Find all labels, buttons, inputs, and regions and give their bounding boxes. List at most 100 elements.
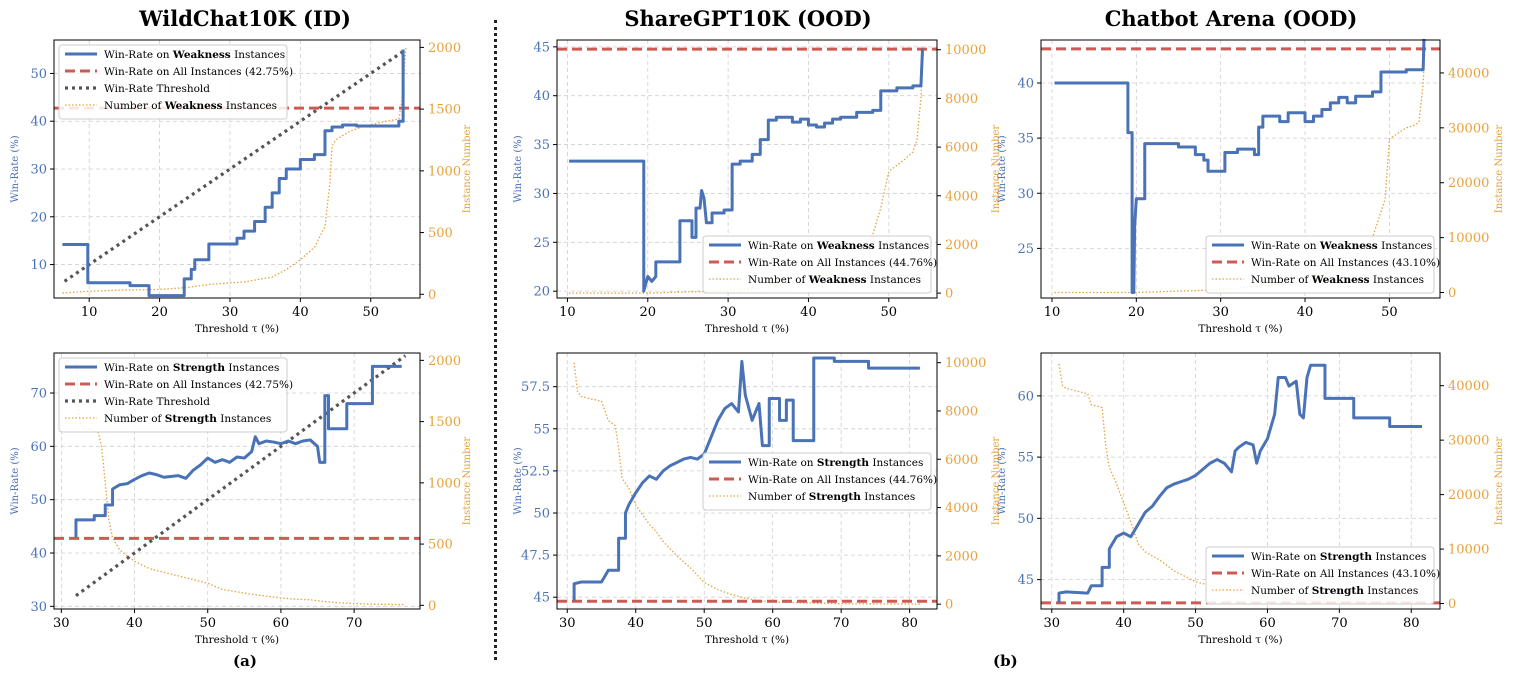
y2-tick-label: 1500: [428, 103, 461, 118]
legend: Win-Rate on Strength Instances Win-Rate o…: [1205, 546, 1440, 605]
legend-label: Number of Weakness Instances: [748, 274, 921, 286]
x-axis-label: Threshold τ (%): [195, 634, 279, 646]
series-win-rate: [1054, 38, 1426, 294]
legend-label: Win-Rate Threshold: [104, 83, 210, 95]
y2-tick-label: 8000: [945, 404, 978, 419]
y-tick-label: 30: [30, 163, 47, 178]
legend-label: Win-Rate on All Instances (42.75%): [104, 379, 293, 391]
x-tick-label: 50: [362, 305, 379, 320]
x-axis-label: Threshold τ (%): [1198, 323, 1282, 335]
sublabel-a: (a): [233, 652, 257, 670]
x-tick-label: 40: [126, 616, 143, 631]
y-tick-label: 40: [533, 89, 550, 104]
y2-axis-label: Instance Number: [991, 437, 1002, 526]
x-tick-label: 20: [640, 305, 657, 320]
legend: Win-Rate on Strength Instances Win-Rate o…: [58, 357, 293, 433]
chart-share-strength: 30 40 50 60 70 80 45 47.5 50 52.5 55 57.5 0 2000 4000 6…: [513, 352, 1002, 646]
legend-box: [702, 235, 932, 294]
legend-box: [58, 357, 288, 433]
chart-arena-strength: 30 40 50 60 70 80 45 50 55 60 0 10000 20000 30000 4000…: [997, 352, 1505, 646]
column-title-wildchat: WildChat10K (ID): [139, 6, 351, 31]
y-tick-label: 35: [1017, 132, 1034, 147]
legend-label: Win-Rate on All Instances (43.10%): [1251, 257, 1440, 269]
y-tick-label: 40: [1017, 77, 1034, 92]
series-win-rate: [572, 356, 920, 601]
y-tick-label: 50: [30, 67, 47, 82]
y-tick-label: 47.5: [521, 549, 550, 564]
y-axis-label: Win-Rate (%): [513, 135, 524, 202]
sublabel-b: (b): [993, 652, 1018, 670]
y-tick-label: 40: [30, 547, 47, 562]
y-tick-label: 60: [1017, 389, 1034, 404]
y-tick-label: 30: [533, 187, 550, 202]
legend-label: Win-Rate on All Instances (44.76%): [748, 474, 937, 486]
y2-tick-label: 20000: [1448, 488, 1489, 503]
x-tick-label: 50: [1381, 305, 1398, 320]
x-tick-label: 60: [764, 616, 781, 631]
x-tick-label: 70: [833, 616, 850, 631]
y-tick-label: 20: [30, 210, 47, 225]
legend-label: Win-Rate on Weakness Instances: [1251, 240, 1432, 252]
plot-frame: [53, 352, 421, 610]
x-tick-label: 30: [53, 616, 70, 631]
series-instance-count: [75, 360, 406, 606]
y-tick-label: 35: [533, 138, 550, 153]
y2-tick-label: 500: [428, 538, 453, 553]
y2-tick-label: 20000: [1448, 176, 1489, 191]
y2-tick-label: 10000: [945, 356, 986, 371]
x-axis-label: Threshold τ (%): [705, 323, 789, 335]
x-tick-label: 80: [901, 616, 918, 631]
y2-axis-label: Instance Number: [991, 125, 1002, 214]
chart-arena-weak: 10 20 30 40 50 25 30 35 40 0 10000 20000 30000 40000 T…: [997, 38, 1505, 335]
y2-tick-label: 4000: [945, 501, 978, 516]
plot-frame: [1040, 39, 1441, 299]
y-axis-label: Win-Rate (%): [10, 447, 21, 514]
y2-tick-label: 40000: [1448, 66, 1489, 81]
y-axis-label: Win-Rate (%): [997, 135, 1008, 202]
x-tick-label: 10: [559, 305, 576, 320]
y-axis-label: Win-Rate (%): [513, 447, 524, 514]
y-tick-label: 45: [533, 40, 550, 55]
legend-box: [1205, 546, 1435, 605]
y-tick-label: 25: [1017, 242, 1034, 257]
y-tick-label: 45: [533, 591, 550, 606]
y2-tick-label: 2000: [945, 549, 978, 564]
y2-tick-label: 2000: [428, 354, 461, 369]
y2-tick-label: 6000: [945, 141, 978, 156]
legend-box: [702, 452, 932, 511]
legend: Win-Rate on Weakness Instances Win-Rate o…: [1205, 235, 1440, 294]
y2-tick-label: 0: [428, 288, 436, 303]
y2-tick-label: 40000: [1448, 379, 1489, 394]
x-axis-label: Threshold τ (%): [705, 634, 789, 646]
y2-tick-label: 1000: [428, 164, 461, 179]
y-tick-label: 55: [533, 422, 550, 437]
y2-tick-label: 0: [1448, 286, 1456, 301]
x-tick-label: 70: [1331, 616, 1348, 631]
legend-label: Win-Rate on All Instances (43.10%): [1251, 568, 1440, 580]
y2-tick-label: 0: [1448, 597, 1456, 612]
chart-wild-strength: 30 40 50 60 70 30 40 50 60 70 0 500 1000 1500 2000 Thre…: [10, 352, 473, 646]
column-title-sharegpt: ShareGPT10K (OOD): [624, 6, 872, 31]
legend: Win-Rate on Weakness Instances Win-Rate o…: [58, 44, 293, 120]
legend-label: Win-Rate on Strength Instances: [1251, 551, 1426, 563]
chart-share-weak: 10 20 30 40 50 20 25 30 35 40 45 0 2000 4000 6000 8000 1…: [513, 39, 1002, 335]
y2-tick-label: 30000: [1448, 434, 1489, 449]
y-tick-label: 20: [533, 285, 550, 300]
y2-tick-label: 0: [428, 599, 436, 614]
y-tick-label: 10: [30, 258, 47, 273]
x-tick-label: 20: [1128, 305, 1145, 320]
y-tick-label: 55: [1017, 451, 1034, 466]
legend-label: Win-Rate on Strength Instances: [104, 362, 279, 374]
legend-label: Win-Rate on All Instances (44.76%): [748, 257, 937, 269]
legend-box: [1205, 235, 1435, 294]
x-tick-label: 20: [151, 305, 168, 320]
legend-label: Win-Rate on Weakness Instances: [748, 240, 929, 252]
y2-tick-label: 2000: [945, 238, 978, 253]
y-tick-label: 50: [1017, 512, 1034, 527]
legend-label: Win-Rate on All Instances (42.75%): [104, 66, 293, 78]
x-tick-label: 40: [627, 616, 644, 631]
x-tick-label: 40: [1115, 616, 1132, 631]
y2-tick-label: 500: [428, 226, 453, 241]
y2-tick-label: 10000: [1448, 543, 1489, 558]
